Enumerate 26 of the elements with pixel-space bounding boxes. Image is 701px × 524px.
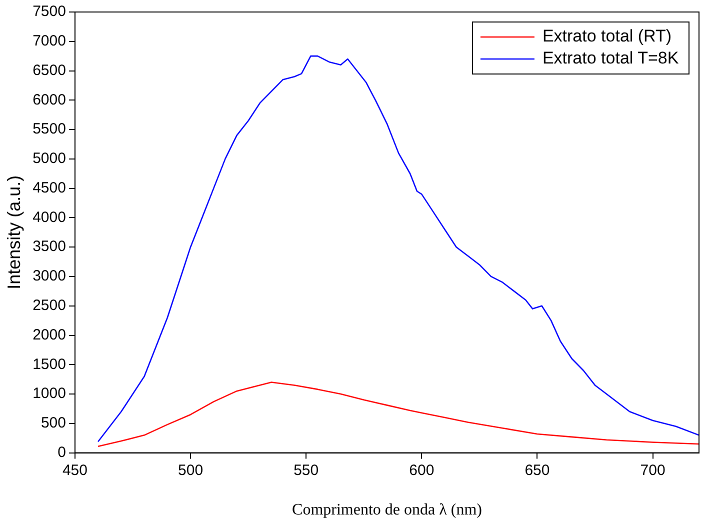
y-axis-title: Intensity (a.u.)	[4, 175, 24, 290]
x-tick-label: 550	[294, 462, 319, 479]
y-tick-label: 1500	[32, 356, 66, 373]
y-tick-label: 6000	[32, 91, 66, 108]
legend-label: Extrato total T=8K	[542, 48, 680, 68]
x-axis-title: Comprimento de onda λ (nm)	[292, 502, 482, 519]
y-tick-label: 5000	[32, 150, 66, 168]
y-tick-label: 500	[40, 414, 66, 432]
y-tick-label: 6500	[32, 62, 66, 79]
y-tick-label: 4500	[32, 179, 66, 196]
y-tick-label: 4000	[32, 208, 66, 226]
y-tick-label: 3500	[32, 238, 66, 256]
y-tick-label: 2500	[32, 297, 66, 314]
y-tick-label: 1000	[32, 385, 66, 402]
y-tick-label: 2000	[32, 326, 66, 344]
y-tick-label: 3000	[32, 268, 66, 285]
x-tick-label: 500	[178, 462, 204, 479]
y-tick-label: 0	[58, 444, 66, 461]
x-tick-label: 450	[62, 462, 88, 479]
legend-label: Extrato total (RT)	[542, 26, 672, 46]
y-tick-label: 7000	[32, 32, 66, 50]
y-tick-label: 5500	[32, 120, 66, 138]
x-tick-label: 700	[640, 462, 666, 479]
x-tick-label: 650	[524, 462, 550, 479]
y-tick-label: 7500	[32, 3, 66, 20]
x-tick-label: 600	[409, 462, 434, 479]
